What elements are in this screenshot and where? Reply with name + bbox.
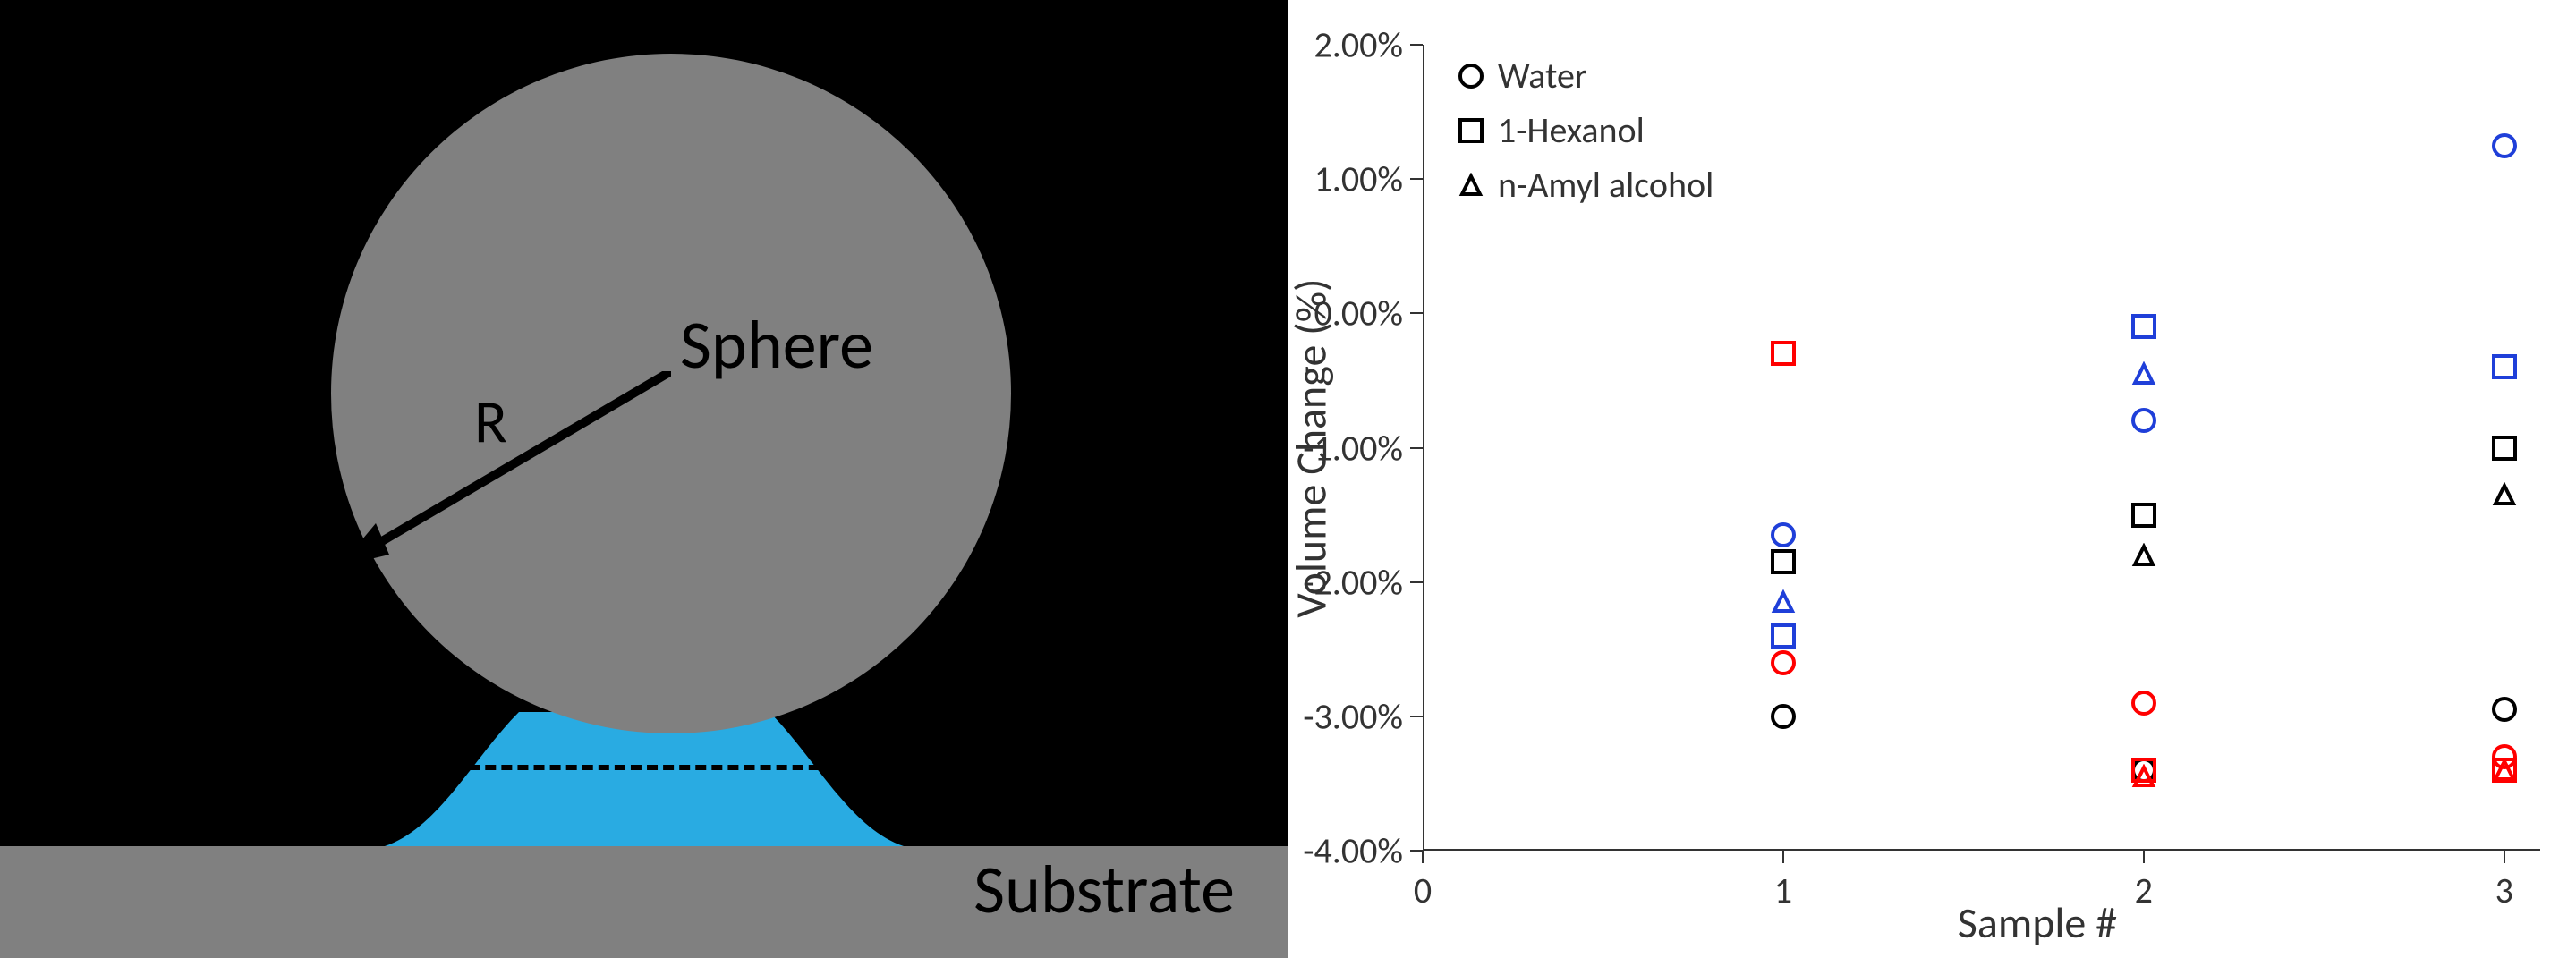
data-point — [2131, 503, 2156, 528]
y-tick — [1410, 716, 1423, 717]
data-point — [1771, 704, 1796, 729]
data-point — [1771, 341, 1796, 366]
chart-panel: Volume Change (%) Sample # Water1-Hexano… — [1288, 0, 2576, 958]
chart-legend: Water 1-Hexanol n-Amyl alcohol — [1458, 54, 1713, 217]
y-tick-label: 2.00% — [1314, 23, 1403, 67]
x-tick — [1422, 851, 1424, 863]
x-axis-title: Sample # — [1958, 896, 2117, 949]
diagram-panel: Substrate Sphere R — [0, 0, 1288, 958]
x-tick-label: 3 — [2495, 869, 2513, 912]
data-point — [2492, 354, 2517, 379]
sphere-label: Sphere — [680, 304, 873, 386]
small-up-arrow-icon — [212, 783, 237, 837]
scatter-chart: Volume Change (%) Sample # Water1-Hexano… — [1423, 45, 2540, 851]
y-axis-line — [1423, 45, 1424, 851]
legend-label: 1-Hexanol — [1498, 108, 1645, 152]
y-tick — [1410, 850, 1423, 852]
y-tick-label: 0.00% — [1314, 292, 1403, 335]
data-point — [1771, 650, 1796, 675]
x-tick-label: 2 — [2135, 869, 2153, 912]
data-point — [2492, 436, 2517, 461]
y-tick-label: 1.00% — [1314, 157, 1403, 201]
legend-row: n-Amyl alcohol — [1458, 163, 1713, 207]
legend-row: Water — [1458, 54, 1713, 97]
data-point — [2131, 691, 2156, 716]
y-tick — [1410, 178, 1423, 180]
x-tick-label: 0 — [1414, 869, 1432, 912]
data-point — [2131, 314, 2156, 339]
data-point — [2131, 764, 2156, 789]
substrate-label: Substrate — [973, 849, 1235, 931]
dashed-chord-line — [421, 765, 868, 770]
y-tick-label: -4.00% — [1303, 829, 1403, 873]
x-tick — [2504, 851, 2505, 863]
y-tick-label: -1.00% — [1303, 426, 1403, 470]
radius-label: R — [474, 385, 507, 459]
y-tick-label: -3.00% — [1303, 694, 1403, 738]
data-point — [2131, 543, 2156, 568]
data-point — [2131, 408, 2156, 433]
data-point — [2492, 758, 2517, 783]
data-point — [1771, 623, 1796, 649]
y-tick — [1410, 312, 1423, 314]
data-point — [1771, 589, 1796, 615]
y-tick-label: -2.00% — [1303, 560, 1403, 604]
x-tick-label: 1 — [1774, 869, 1792, 912]
x-tick — [1782, 851, 1784, 863]
square-icon — [1458, 118, 1484, 143]
y-tick — [1410, 44, 1423, 46]
circle-icon — [1458, 64, 1484, 89]
legend-label: Water — [1498, 54, 1587, 97]
data-point — [2492, 482, 2517, 507]
x-tick — [2143, 851, 2145, 863]
data-point — [1771, 522, 1796, 547]
y-tick — [1410, 447, 1423, 449]
y-tick — [1410, 581, 1423, 583]
x-axis-line — [1423, 849, 2540, 851]
data-point — [2492, 697, 2517, 722]
legend-label: n-Amyl alcohol — [1498, 163, 1713, 207]
data-point — [1771, 549, 1796, 574]
data-point — [2131, 361, 2156, 386]
legend-row: 1-Hexanol — [1458, 108, 1713, 152]
triangle-icon — [1458, 173, 1484, 198]
data-point — [2492, 133, 2517, 158]
